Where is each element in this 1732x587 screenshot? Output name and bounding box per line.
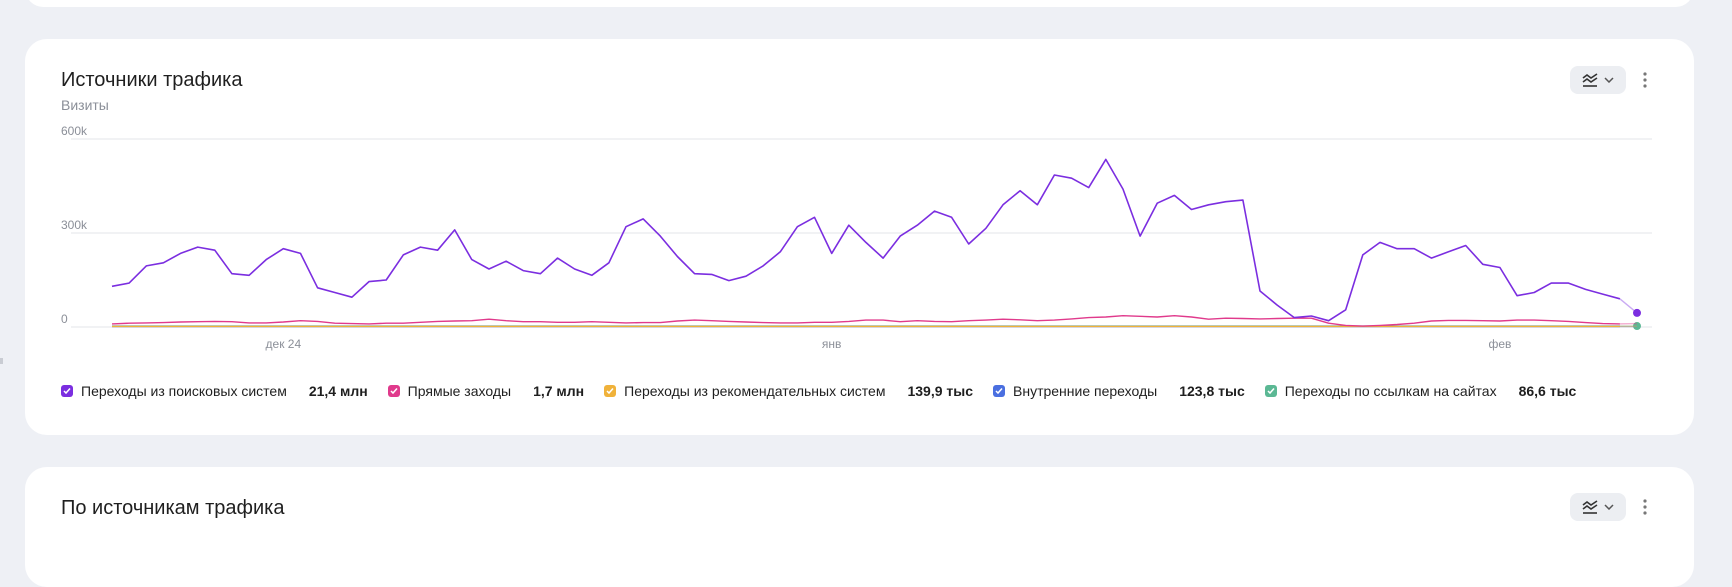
legend-item-internal[interactable]: Внутренние переходы 123,8 тыс: [993, 383, 1245, 399]
more-vertical-icon: [1643, 499, 1647, 515]
y-tick-label: 600k: [61, 124, 88, 138]
y-tick-label: 0: [61, 312, 68, 326]
legend-value: 21,4 млн: [309, 383, 368, 399]
legend-value: 139,9 тыс: [907, 383, 973, 399]
check-icon: [388, 385, 400, 397]
legend-label: Переходы из поисковых систем: [81, 383, 287, 399]
series-line: [112, 316, 1620, 326]
chart-type-button[interactable]: [1570, 493, 1626, 521]
check-icon: [604, 385, 616, 397]
check-icon: [61, 385, 73, 397]
legend-label: Переходы из рекомендательных систем: [624, 383, 885, 399]
panel-toolbar: [1570, 493, 1656, 521]
legend-label: Внутренние переходы: [1013, 383, 1157, 399]
x-tick-label: янв: [822, 337, 842, 351]
legend-item-links[interactable]: Переходы по ссылкам на сайтах 86,6 тыс: [1265, 383, 1577, 399]
panel-title: По источникам трафика: [61, 497, 284, 520]
legend-item-direct[interactable]: Прямые заходы 1,7 млн: [388, 383, 584, 399]
legend-value: 1,7 млн: [533, 383, 584, 399]
legend-item-search[interactable]: Переходы из поисковых систем 21,4 млн: [61, 383, 368, 399]
legend-label: Прямые заходы: [408, 383, 511, 399]
legend-value: 123,8 тыс: [1179, 383, 1245, 399]
series-end-point: [1633, 309, 1641, 317]
legend-value: 86,6 тыс: [1519, 383, 1577, 399]
x-tick-label: дек 24: [266, 337, 302, 351]
traffic-sources-breakdown-panel: По источникам трафика: [25, 467, 1694, 587]
series-line: [112, 159, 1620, 320]
y-tick-label: 300k: [61, 218, 88, 232]
previous-panel: [25, 0, 1694, 7]
legend-item-recommend[interactable]: Переходы из рекомендательных систем 139,…: [604, 383, 973, 399]
area-chart-icon: [1582, 500, 1598, 514]
check-icon: [993, 385, 1005, 397]
chart-legend: Переходы из поисковых систем 21,4 млн Пр…: [61, 383, 1596, 399]
legend-label: Переходы по ссылкам на сайтах: [1285, 383, 1497, 399]
chevron-down-icon: [1604, 504, 1614, 510]
edge-marker: [0, 358, 3, 364]
check-icon: [1265, 385, 1277, 397]
x-tick-label: фев: [1488, 337, 1511, 351]
more-options-button[interactable]: [1634, 493, 1656, 521]
